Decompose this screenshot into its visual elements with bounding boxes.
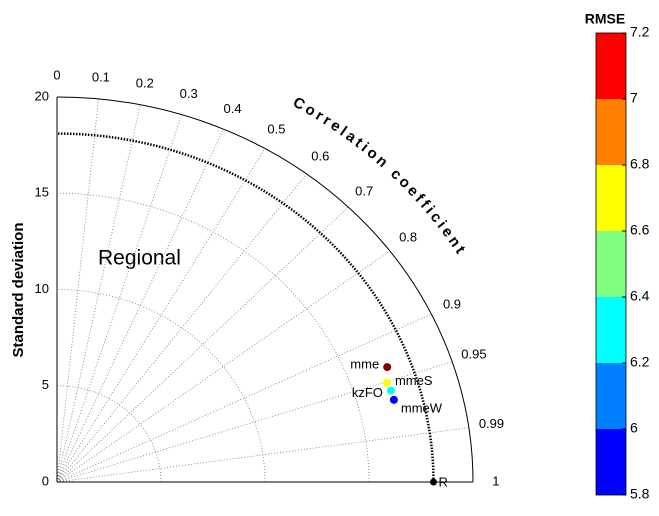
y-axis-label: Standard deviation	[10, 222, 27, 357]
colorbar-tick-label: 6.8	[630, 156, 650, 172]
corr-grid-line	[56, 148, 266, 483]
corr-grid-line	[56, 206, 349, 483]
corr-tick-label: 0.9	[443, 296, 461, 311]
colorbar-tick-label: 6	[630, 420, 638, 436]
corr-tick-label: 0.1	[92, 69, 110, 84]
y-tick-label: 15	[35, 185, 49, 200]
reference-point	[429, 478, 437, 486]
colorbar-tick-label: 5.8	[630, 486, 650, 502]
colorbar-tick-label: 6.4	[630, 288, 650, 304]
corr-tick-label: 0.5	[267, 122, 285, 137]
point-label: kzFO	[352, 385, 383, 400]
corr-grid-line	[56, 128, 224, 483]
colorbar-segment	[596, 297, 626, 363]
reference-arc	[56, 132, 435, 483]
point-label: mmeS	[395, 373, 433, 388]
corr-tick-label: 0.95	[461, 347, 486, 362]
corr-axis-label: Correlation coefficient	[290, 94, 470, 260]
corr-tick-label: 0	[53, 67, 60, 82]
point-label: mmeW	[401, 400, 443, 415]
corr-tick-label: 0.3	[180, 86, 198, 101]
corr-grid-line	[56, 173, 307, 483]
colorbar-title: RMSE	[585, 11, 625, 27]
corr-grid-line	[56, 114, 183, 483]
corr-tick-label: 0.99	[479, 416, 504, 431]
corr-tick-label: 1	[492, 473, 499, 488]
corr-tick-label: 0.8	[399, 230, 417, 245]
point	[386, 386, 395, 395]
corr-axis-label-text: Correlation coefficient	[290, 94, 467, 260]
colorbar-segment	[596, 99, 626, 165]
colorbar-segment	[596, 33, 626, 99]
colorbar-segment	[596, 363, 626, 429]
corr-tick-label: 0.4	[224, 101, 242, 116]
point	[382, 378, 391, 387]
outer-arc	[56, 96, 474, 483]
colorbar-tick-label: 6.6	[630, 222, 650, 238]
corr-grid-line	[56, 104, 141, 483]
colorbar-tick-label: 7.2	[630, 24, 650, 40]
corr-grid-line	[56, 361, 453, 483]
colorbar-frame	[595, 32, 627, 496]
point-label: mme	[350, 357, 379, 372]
colorbar-tick-label: 7	[630, 90, 638, 106]
colorbar-segment	[596, 429, 626, 495]
point	[383, 363, 392, 372]
reference-label: R	[438, 474, 447, 489]
y-tick-label: 5	[42, 377, 49, 392]
corr-grid-line	[56, 98, 99, 483]
corr-tick-label: 0.6	[311, 148, 329, 163]
colorbar-segment	[596, 231, 626, 297]
colorbar-tick-label: 6.2	[630, 354, 650, 370]
std-grid-arc	[56, 289, 266, 483]
std-grid-arc	[56, 192, 370, 483]
corr-grid-line	[56, 250, 391, 483]
colorbar-segment	[596, 165, 626, 231]
corr-tick-label: 0.2	[136, 75, 154, 90]
y-tick-label: 0	[42, 473, 49, 488]
std-grid-arc	[56, 385, 162, 483]
corr-tick-label: 0.7	[355, 183, 373, 198]
corr-label-path	[292, 105, 493, 319]
y-tick-label: 20	[35, 88, 49, 103]
y-tick-label: 10	[35, 281, 49, 296]
point	[389, 395, 398, 404]
annotation: Regional	[98, 247, 181, 270]
